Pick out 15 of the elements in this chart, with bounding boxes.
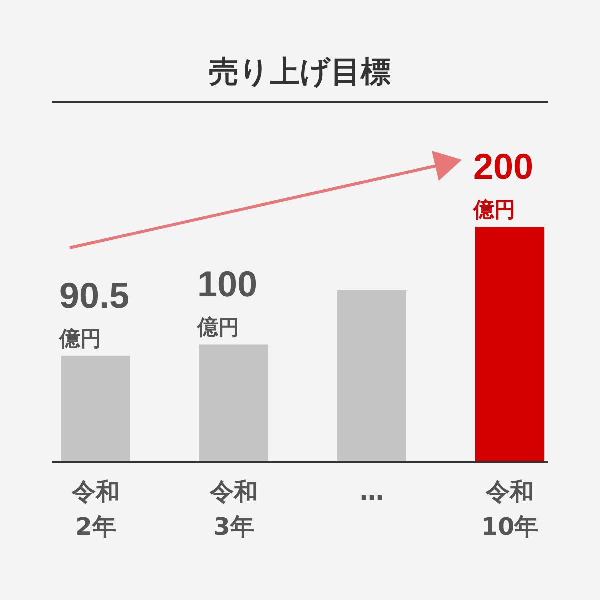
annotation: 億円 bbox=[472, 198, 516, 222]
data-label: 200 bbox=[474, 146, 534, 187]
bar bbox=[476, 227, 544, 462]
data-label: 100 bbox=[198, 264, 258, 305]
x-tick-label: 令和 3年 bbox=[209, 478, 258, 541]
data-label: 90.5 bbox=[60, 274, 130, 316]
x-tick-label: 令和 2年 bbox=[71, 478, 120, 541]
chart-title: 売り上げ目標 bbox=[208, 54, 392, 92]
bar bbox=[62, 356, 130, 462]
annotation: 億円 bbox=[58, 326, 102, 351]
bar bbox=[200, 344, 268, 462]
x-tick-label: 令和 10年 bbox=[481, 478, 539, 541]
annotation: 億円 bbox=[196, 316, 240, 340]
x-tick-label: … bbox=[360, 478, 384, 506]
bar bbox=[338, 290, 406, 462]
